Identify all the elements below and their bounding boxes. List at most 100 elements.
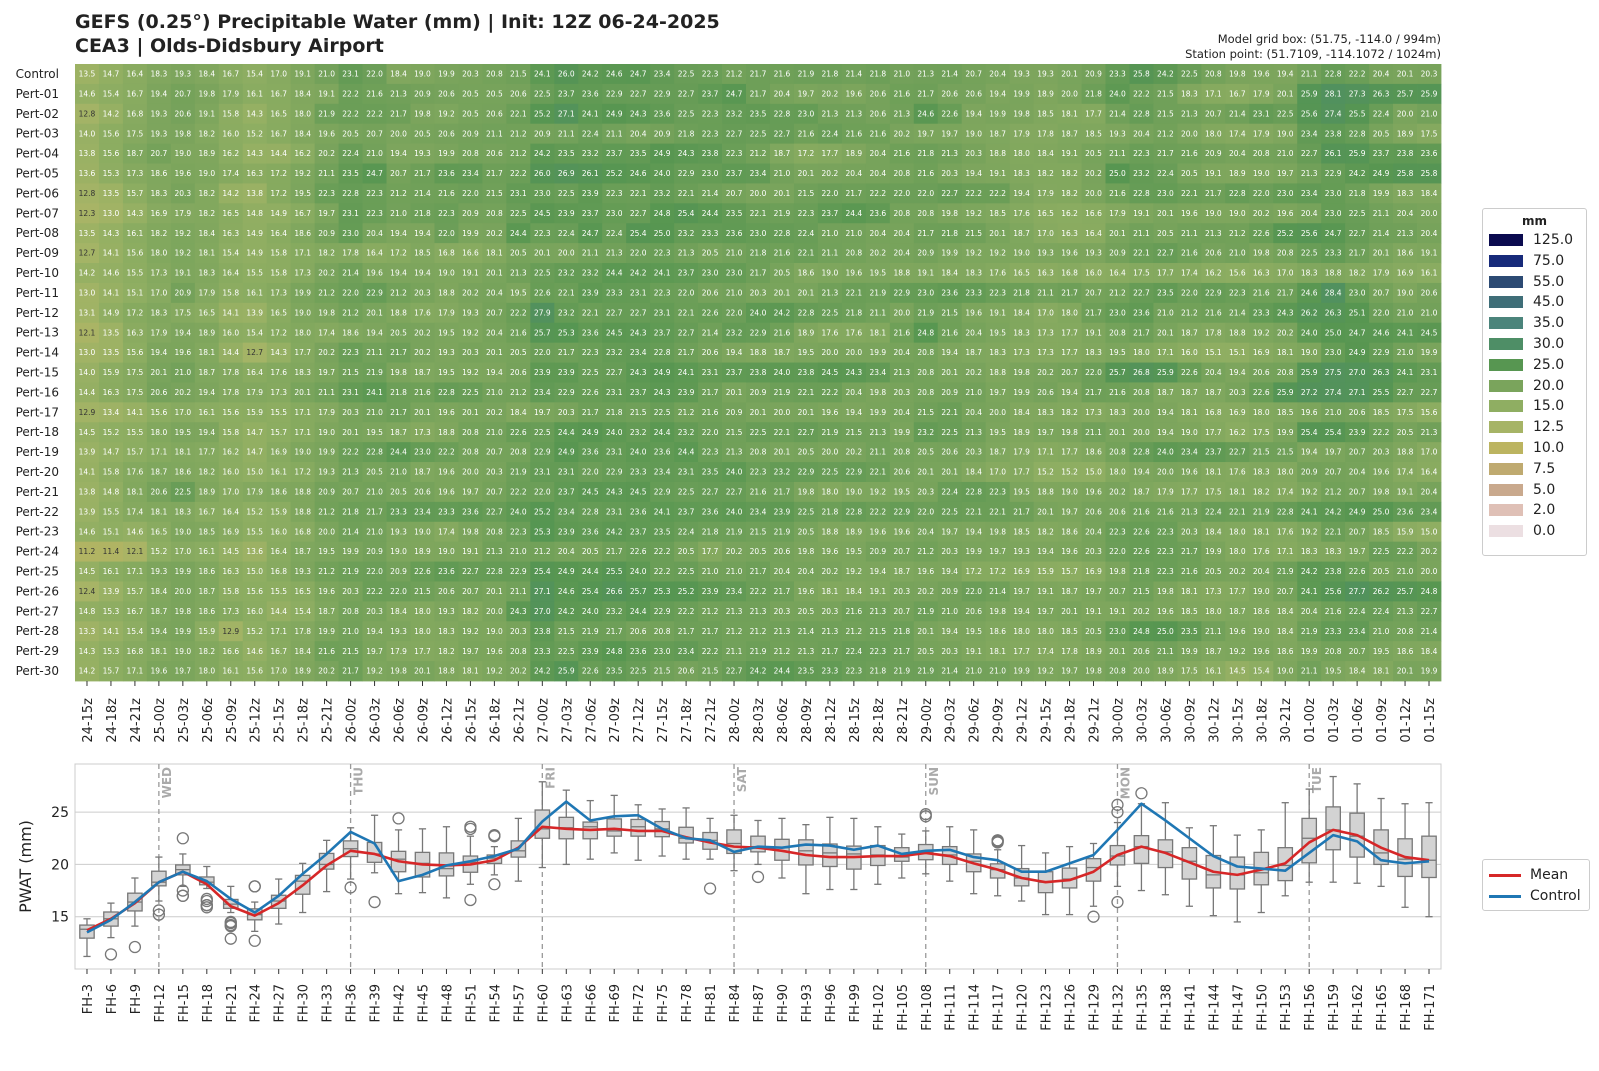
heatmap-cell bbox=[386, 64, 411, 85]
heatmap-cell bbox=[1249, 143, 1274, 164]
x-tick-label: FH-18 bbox=[201, 984, 216, 1023]
heatmap-cell bbox=[865, 103, 891, 125]
heatmap-cell bbox=[1105, 103, 1130, 125]
cell-value: 22.7 bbox=[726, 129, 743, 138]
cell-value: 20.4 bbox=[774, 89, 791, 98]
cell-value: 20.8 bbox=[486, 70, 503, 79]
heatmap-cell bbox=[194, 83, 220, 105]
heatmap-cell bbox=[817, 143, 843, 164]
cell-value: 20.5 bbox=[414, 129, 431, 138]
cell-value: 21.2 bbox=[726, 70, 743, 79]
cell-value: 18.5 bbox=[1037, 109, 1054, 118]
heatmap-cell bbox=[769, 83, 795, 105]
heatmap-cell bbox=[1105, 143, 1130, 164]
cell-value: 19.1 bbox=[1061, 149, 1078, 158]
heatmap-cell bbox=[1081, 143, 1106, 164]
cell-value: 14.6 bbox=[79, 89, 96, 98]
cell-value: 23.7 bbox=[702, 89, 719, 98]
x-tick-label: FH-126 bbox=[1064, 984, 1079, 1031]
x-tick-label: FH-141 bbox=[1183, 984, 1198, 1031]
heatmap-cell bbox=[793, 64, 819, 85]
legend-line bbox=[1489, 894, 1521, 898]
cell-value: 21.6 bbox=[366, 89, 383, 98]
heatmap-cell bbox=[146, 123, 172, 145]
x-tick-label: FH-21 bbox=[225, 984, 240, 1023]
cell-value: 18.9 bbox=[846, 149, 863, 158]
cell-value: 17.2 bbox=[798, 149, 815, 158]
cell-value: 22.7 bbox=[630, 89, 647, 98]
cell-value: 15.2 bbox=[246, 129, 263, 138]
box-iqr bbox=[1325, 806, 1341, 851]
cell-value: 16.4 bbox=[127, 70, 144, 79]
heatmap-cell bbox=[98, 64, 124, 85]
heatmap-cell bbox=[554, 83, 579, 105]
x-tick-label: FH-15 bbox=[177, 984, 192, 1023]
box-iqr bbox=[1085, 858, 1102, 882]
cell-value: 20.6 bbox=[486, 149, 503, 158]
cell-value: 16.3 bbox=[246, 169, 263, 178]
cell-value: 17.3 bbox=[127, 169, 144, 178]
heatmap-cell bbox=[266, 83, 292, 105]
cell-value: 25.9 bbox=[1301, 89, 1318, 98]
heatmap-cell bbox=[578, 83, 603, 105]
heatmap-cell bbox=[242, 103, 268, 125]
heatmap-cell bbox=[985, 123, 1011, 145]
heatmap-cell bbox=[1369, 143, 1394, 164]
heatmap-cell bbox=[458, 64, 483, 85]
heatmap-cell bbox=[1177, 83, 1202, 105]
heatmap-cell bbox=[626, 64, 651, 85]
heatmap-cell bbox=[1201, 123, 1226, 145]
cell-value: 22.4 bbox=[1373, 109, 1390, 118]
cell-value: 24.3 bbox=[678, 149, 695, 158]
heatmap-cell bbox=[1153, 64, 1178, 85]
heatmap-cell bbox=[937, 103, 963, 125]
heatmap-cell bbox=[602, 143, 627, 164]
cell-value: 21.1 bbox=[606, 129, 623, 138]
cell-value: 18.3 bbox=[151, 70, 168, 79]
heatmap-cell bbox=[314, 103, 340, 125]
cell-value: 20.7 bbox=[1205, 109, 1222, 118]
heatmap-cell bbox=[75, 103, 100, 125]
heatmap-cell bbox=[937, 143, 963, 164]
x-tick-label: FH-75 bbox=[656, 984, 671, 1023]
cell-value: 18.9 bbox=[1397, 129, 1414, 138]
cell-value: 18.4 bbox=[198, 70, 215, 79]
heatmap-cell bbox=[865, 64, 891, 85]
cell-value: 19.7 bbox=[798, 89, 815, 98]
cell-value: 21.1 bbox=[1109, 149, 1126, 158]
cell-value: 18.5 bbox=[1085, 129, 1102, 138]
heatmap-cell bbox=[1249, 103, 1274, 125]
heatmap-cell bbox=[937, 64, 963, 85]
heatmap-cell bbox=[961, 143, 987, 164]
cell-value: 18.7 bbox=[1061, 129, 1078, 138]
heatmap-cell bbox=[218, 143, 244, 164]
heatmap-cell bbox=[698, 83, 723, 105]
heatmap-cell bbox=[122, 64, 148, 85]
cell-value: 14.4 bbox=[270, 149, 287, 158]
cell-value: 23.8 bbox=[1325, 129, 1342, 138]
cell-value: 19.0 bbox=[1277, 129, 1294, 138]
heatmap-cell bbox=[746, 123, 771, 145]
heatmap-cell bbox=[1009, 103, 1034, 125]
cell-value: 20.7 bbox=[151, 149, 168, 158]
cell-value: 19.3 bbox=[1109, 129, 1126, 138]
cell-value: 23.3 bbox=[1109, 70, 1126, 79]
cell-value: 23.2 bbox=[726, 109, 743, 118]
cell-value: 23.0 bbox=[798, 109, 815, 118]
cell-value: 16.5 bbox=[270, 109, 287, 118]
heatmap-cell bbox=[434, 64, 459, 85]
cell-value: 21.0 bbox=[893, 70, 910, 79]
cell-value: 18.4 bbox=[294, 129, 311, 138]
heatmap-cell bbox=[1297, 83, 1322, 105]
heatmap-cell bbox=[1321, 83, 1346, 105]
cell-value: 15.8 bbox=[222, 109, 239, 118]
cell-value: 18.3 bbox=[1181, 89, 1198, 98]
cell-value: 20.6 bbox=[486, 109, 503, 118]
heatmap-cell bbox=[650, 83, 675, 105]
x-tick-label: FH-66 bbox=[584, 984, 599, 1023]
cell-value: 18.0 bbox=[294, 109, 311, 118]
cell-value: 19.9 bbox=[989, 109, 1006, 118]
heatmap-cell bbox=[865, 83, 891, 105]
heatmap-cell bbox=[434, 103, 459, 125]
heatmap-cell bbox=[386, 143, 411, 164]
